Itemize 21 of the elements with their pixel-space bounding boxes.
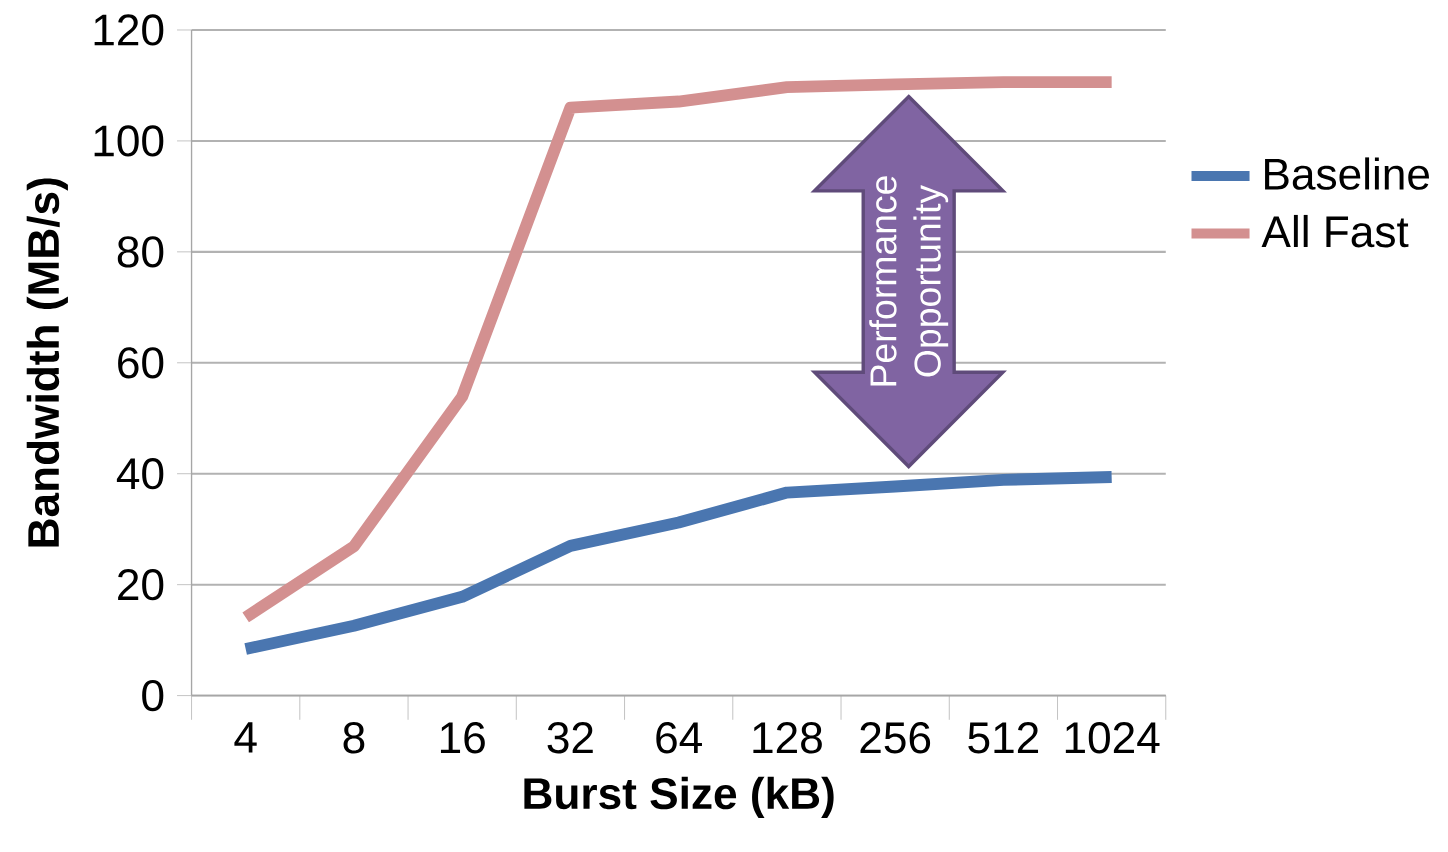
- x-tick-label: 32: [547, 721, 593, 754]
- y-tick-label: 80: [117, 236, 164, 268]
- y-tick-label: 20: [118, 568, 164, 601]
- x-tick-label: 1024: [1065, 721, 1160, 754]
- y-axis-title: Bandwidth (MB/s): [26, 178, 68, 547]
- y-tick-label: 0: [142, 679, 164, 712]
- y-tick-label: 60: [118, 346, 164, 379]
- x-tick-label: 256: [860, 721, 931, 754]
- legend-label: All Fast: [1261, 214, 1409, 248]
- x-tick-label: 8: [343, 721, 365, 754]
- x-tick-label: 4: [234, 721, 257, 753]
- y-tick-label: 120: [94, 14, 164, 46]
- legend-label: Baseline: [1265, 157, 1429, 190]
- y-tick-label: 40: [116, 457, 164, 490]
- x-tick-label: 64: [656, 721, 702, 754]
- x-tick-label: 512: [968, 721, 1039, 754]
- annotation: Performance Opportunity: [869, 175, 949, 386]
- x-axis-title: Burst Size (kB): [524, 776, 834, 818]
- x-tick-label: 16: [440, 721, 485, 754]
- x-tick-label: 128: [753, 721, 822, 754]
- y-tick-label: 100: [94, 125, 164, 157]
